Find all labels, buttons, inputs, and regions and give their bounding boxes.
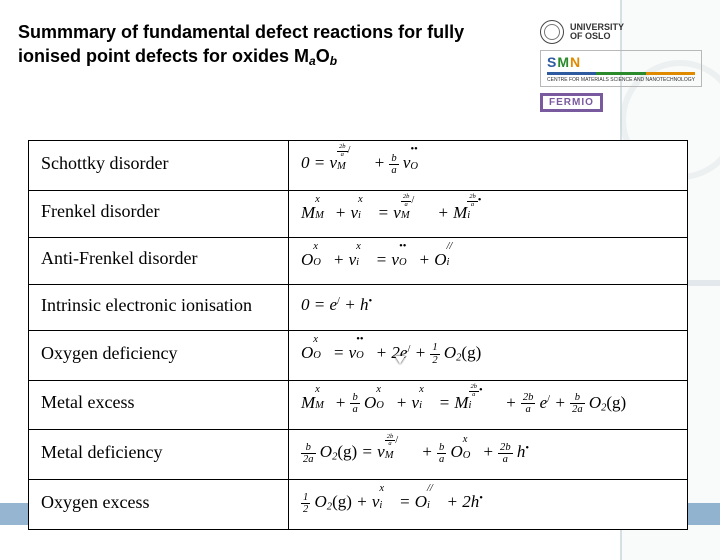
table-row: Intrinsic electronic ionisation0 = e/ + … (29, 284, 688, 330)
table-row: Oxygen excess12 O2(g) + vxi = O//i + 2h• (29, 480, 688, 530)
defect-reactions-table: Schottky disorder0 = v2ba/M + ba v••OFre… (28, 140, 688, 530)
reaction-name: Schottky disorder (29, 141, 289, 191)
reaction-equation: 0 = v2ba/M + ba v••O (289, 141, 688, 191)
uio-logo: UNIVERSITY OF OSLO (540, 20, 624, 44)
reaction-name: Oxygen deficiency (29, 330, 289, 380)
table-row: Frenkel disorderMxM + vxi = v2ba/M + M2b… (29, 190, 688, 237)
reaction-equation: MxM + ba OxO + vxi = M2ba•i + 2ba e/ + b… (289, 380, 688, 430)
reaction-equation: OxO + vxi = v••O + O//i (289, 237, 688, 284)
page-title: Summmary of fundamental defect reactions… (18, 20, 478, 69)
table-row: Metal deficiencyb2a O2(g) = v2ba/M + ba … (29, 430, 688, 480)
table-row: Anti-Frenkel disorderOxO + vxi = v••O + … (29, 237, 688, 284)
reaction-name: Oxygen excess (29, 480, 289, 530)
table-row: Oxygen deficiencyOxO = v••O + 2e/ + 12 O… (29, 330, 688, 380)
table-body: Schottky disorder0 = v2ba/M + ba v••OFre… (29, 141, 688, 530)
reaction-name: Frenkel disorder (29, 190, 289, 237)
uio-seal-icon (540, 20, 564, 44)
reaction-name: Metal excess (29, 380, 289, 430)
reaction-name: Metal deficiency (29, 430, 289, 480)
reaction-name: Anti-Frenkel disorder (29, 237, 289, 284)
reaction-equation: MxM + vxi = v2ba/M + M2ba•i (289, 190, 688, 237)
uio-text: UNIVERSITY OF OSLO (570, 23, 624, 42)
reaction-name: Intrinsic electronic ionisation (29, 284, 289, 330)
fermio-logo: FERMIO (540, 93, 603, 112)
logo-block: UNIVERSITY OF OSLO SMN CENTRE FOR MATERI… (540, 20, 702, 112)
cursor-icon (395, 356, 405, 364)
table-row: Metal excessMxM + ba OxO + vxi = M2ba•i … (29, 380, 688, 430)
reaction-equation: 12 O2(g) + vxi = O//i + 2h• (289, 480, 688, 530)
reaction-equation: b2a O2(g) = v2ba/M + ba OxO + 2ba h• (289, 430, 688, 480)
reaction-equation: OxO = v••O + 2e/ + 12 O2(g) (289, 330, 688, 380)
table-row: Schottky disorder0 = v2ba/M + ba v••O (29, 141, 688, 191)
smn-logo: SMN CENTRE FOR MATERIALS SCIENCE AND NAN… (540, 50, 702, 87)
header: Summmary of fundamental defect reactions… (0, 0, 720, 120)
reaction-equation: 0 = e/ + h• (289, 284, 688, 330)
